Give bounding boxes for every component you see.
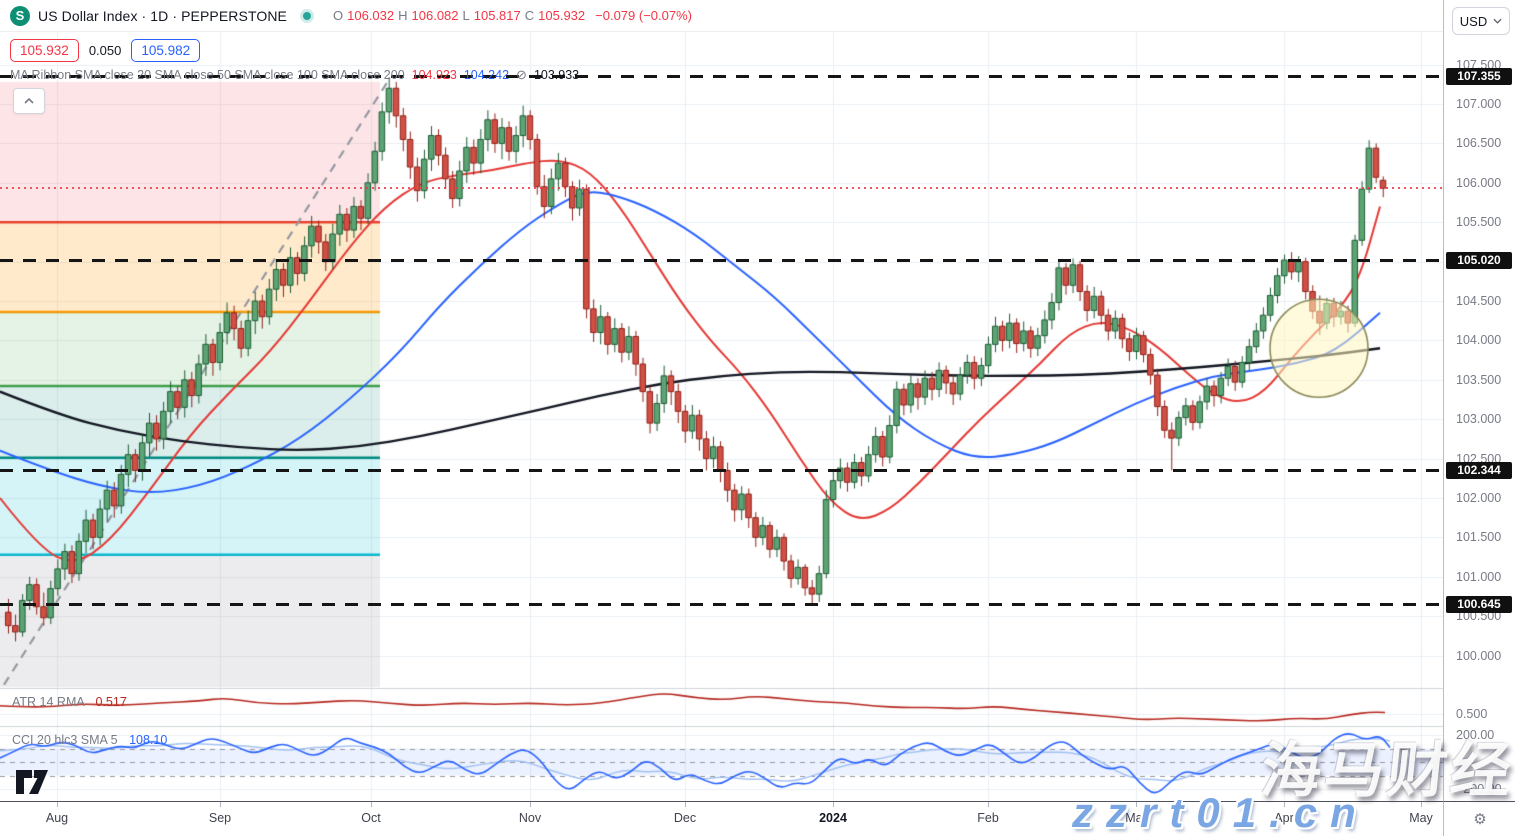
cci-legend[interactable]: CCI 20 hlc3 SMA 5 108.10 <box>12 733 167 747</box>
change-value: −0.079 (−0.07%) <box>595 8 692 23</box>
sell-price-button[interactable]: 105.932 <box>10 39 79 62</box>
price-tick-label: 102.000 <box>1456 491 1502 505</box>
time-tick-mark <box>371 802 372 807</box>
cci-tick-label: −200.00 <box>1456 782 1502 796</box>
key-level-price-badge: 107.355 <box>1446 67 1512 85</box>
time-tick-label: Nov <box>518 811 542 825</box>
key-level-line[interactable] <box>0 603 1443 607</box>
key-level-line[interactable] <box>0 258 1443 262</box>
time-tick-label: Oct <box>361 811 381 825</box>
ma-ribbon-legend[interactable]: MA Ribbon SMA close 20 SMA close 50 SMA … <box>10 67 579 83</box>
market-open-dot-icon <box>303 11 311 20</box>
price-tick-label: 105.500 <box>1456 215 1502 230</box>
price-tick-label: 103.000 <box>1456 412 1502 427</box>
high-value: 106.082 <box>411 8 459 23</box>
sma20-value: 104.923 <box>411 68 457 82</box>
price-tick-label: 104.000 <box>1456 333 1502 348</box>
time-tick-mark <box>1421 802 1422 807</box>
key-level-price-badge: 105.020 <box>1446 251 1512 269</box>
low-label: L <box>462 8 470 23</box>
symbol-title[interactable]: US Dollar Index · 1D · PEPPERSTONE <box>38 7 287 24</box>
quote-row: 105.932 0.050 105.982 <box>10 39 201 62</box>
price-tick-label: 101.000 <box>1456 569 1502 584</box>
time-tick-label: Aug <box>45 811 69 825</box>
time-axis[interactable]: Aug Sep Oct Nov Dec 2024 Feb Mar Apr May <box>0 801 1443 836</box>
chevron-up-icon <box>24 98 34 104</box>
key-level-line[interactable] <box>0 74 1443 78</box>
key-level-price-badge: 102.344 <box>1446 462 1512 480</box>
open-label: O <box>333 8 344 23</box>
sma200-value: 103.933 <box>533 68 580 82</box>
currency-label: USD <box>1459 13 1488 29</box>
sma50-value: 104.242 <box>463 68 510 82</box>
collapse-legend-button[interactable] <box>13 88 45 114</box>
price-tick-label: 101.500 <box>1456 530 1502 545</box>
low-value: 105.817 <box>473 8 521 23</box>
time-tick-mark <box>57 802 58 807</box>
ma-ribbon-label: MA Ribbon SMA close 20 SMA close 50 SMA … <box>10 68 405 82</box>
ohlc-readout: O 106.032 H 106.082 L 105.817 C 105.932 −0.0… <box>333 8 692 23</box>
key-level-price-badge: 100.645 <box>1446 596 1512 614</box>
atr-legend[interactable]: ATR 14 RMA 0.517 <box>12 695 127 709</box>
time-tick-mark <box>530 802 531 807</box>
high-label: H <box>398 8 408 23</box>
currency-selector-button[interactable]: USD <box>1452 7 1510 35</box>
price-tick-label: 104.500 <box>1456 294 1502 308</box>
spread-value: 0.050 <box>88 43 122 58</box>
time-tick-label: Dec <box>673 811 697 825</box>
close-label: C <box>524 8 535 23</box>
price-tick-label: 103.500 <box>1456 372 1502 387</box>
time-tick-label: Apr <box>1274 811 1294 825</box>
time-tick-label: Sep <box>208 811 232 825</box>
price-tick-label: 102.500 <box>1456 451 1502 466</box>
cci-value: 108.10 <box>129 733 168 747</box>
price-tick-label: 100.000 <box>1456 648 1502 663</box>
atr-tick-label: 0.500 <box>1456 707 1488 722</box>
price-tick-label: 106.000 <box>1456 175 1502 190</box>
time-tick-mark <box>833 802 834 807</box>
time-tick-mark <box>1136 802 1137 807</box>
cci-tick-label: 200.00 <box>1456 728 1495 742</box>
current-price-line <box>0 187 1443 190</box>
time-tick-label: 2024 <box>819 811 847 825</box>
time-tick-mark <box>220 802 221 807</box>
time-tick-mark <box>685 802 686 807</box>
axis-settings-gear-icon[interactable]: ⚙ <box>1473 811 1487 828</box>
time-tick-mark <box>988 802 989 807</box>
time-axis-corner: ⚙ <box>1443 801 1515 836</box>
time-tick-label: Mar <box>1125 811 1147 825</box>
chevron-down-icon <box>1493 18 1502 24</box>
atr-value: 0.517 <box>95 695 127 709</box>
atr-label: ATR 14 RMA <box>12 695 85 709</box>
open-value: 106.032 <box>347 8 395 23</box>
pepperstone-symbol-logo[interactable]: S <box>10 5 30 26</box>
symbol-header: S US Dollar Index · 1D · PEPPERSTONE O 10… <box>0 0 1443 32</box>
price-tick-label: 106.500 <box>1456 136 1502 151</box>
price-chart-canvas[interactable] <box>0 32 1443 802</box>
price-tick-label: 107.000 <box>1456 97 1502 111</box>
time-tick-mark <box>1284 802 1285 807</box>
price-axis[interactable]: USD 100.000 100.500 101.000 101.500 102.000 1… <box>1443 0 1515 801</box>
key-level-line[interactable] <box>0 469 1443 473</box>
close-value: 105.932 <box>538 8 586 23</box>
buy-price-button[interactable]: 105.982 <box>131 39 201 62</box>
time-tick-label: Feb <box>977 811 999 825</box>
time-tick-label: May <box>1409 811 1433 825</box>
tradingview-logo[interactable] <box>16 770 52 796</box>
sma100-hidden-icon: ⊘ <box>516 67 527 82</box>
cci-label: CCI 20 hlc3 SMA 5 <box>12 733 118 747</box>
